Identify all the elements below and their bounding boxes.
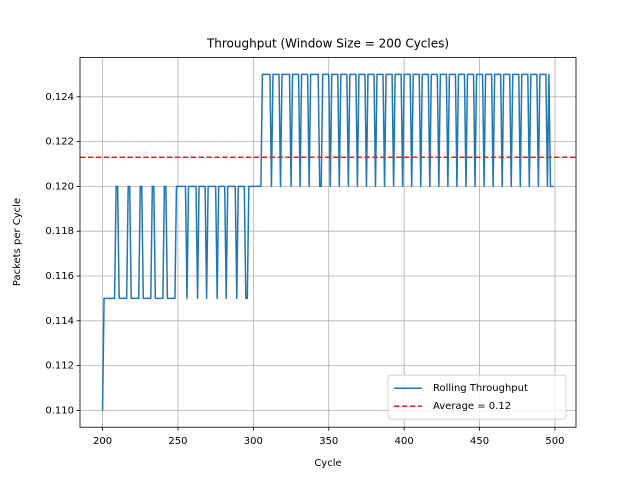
x-tick-label: 450 bbox=[470, 436, 489, 447]
x-tick-label: 200 bbox=[93, 436, 112, 447]
axes-frame bbox=[79, 57, 577, 428]
x-tick-label: 500 bbox=[545, 436, 564, 447]
y-tick-label: 0.120 bbox=[45, 181, 74, 192]
y-tick-label: 0.116 bbox=[45, 271, 74, 282]
data-line bbox=[101, 73, 554, 411]
y-tick-label: 0.110 bbox=[45, 405, 74, 416]
legend-label: Average = 0.12 bbox=[433, 401, 511, 412]
x-tick-label: 300 bbox=[244, 436, 263, 447]
y-axis-label: Packets per Cycle bbox=[12, 198, 23, 286]
legend-box bbox=[387, 374, 567, 420]
y-tick-label: 0.118 bbox=[45, 226, 74, 237]
legend: Rolling Throughput Average = 0.12 bbox=[387, 374, 567, 420]
x-tick-label: 250 bbox=[168, 436, 187, 447]
grid bbox=[80, 57, 576, 428]
x-axis-label: Cycle bbox=[314, 458, 341, 469]
plot-area bbox=[80, 73, 576, 411]
chart-title: Throughput (Window Size = 200 Cycles) bbox=[206, 37, 449, 51]
y-tick-label: 0.114 bbox=[45, 316, 74, 327]
x-tick-label: 400 bbox=[395, 436, 414, 447]
y-tick-label: 0.112 bbox=[45, 361, 74, 372]
legend-label: Rolling Throughput bbox=[433, 383, 528, 394]
y-tick-label: 0.124 bbox=[45, 92, 74, 103]
x-tick-label: 350 bbox=[319, 436, 338, 447]
y-tick-label: 0.122 bbox=[45, 137, 74, 148]
